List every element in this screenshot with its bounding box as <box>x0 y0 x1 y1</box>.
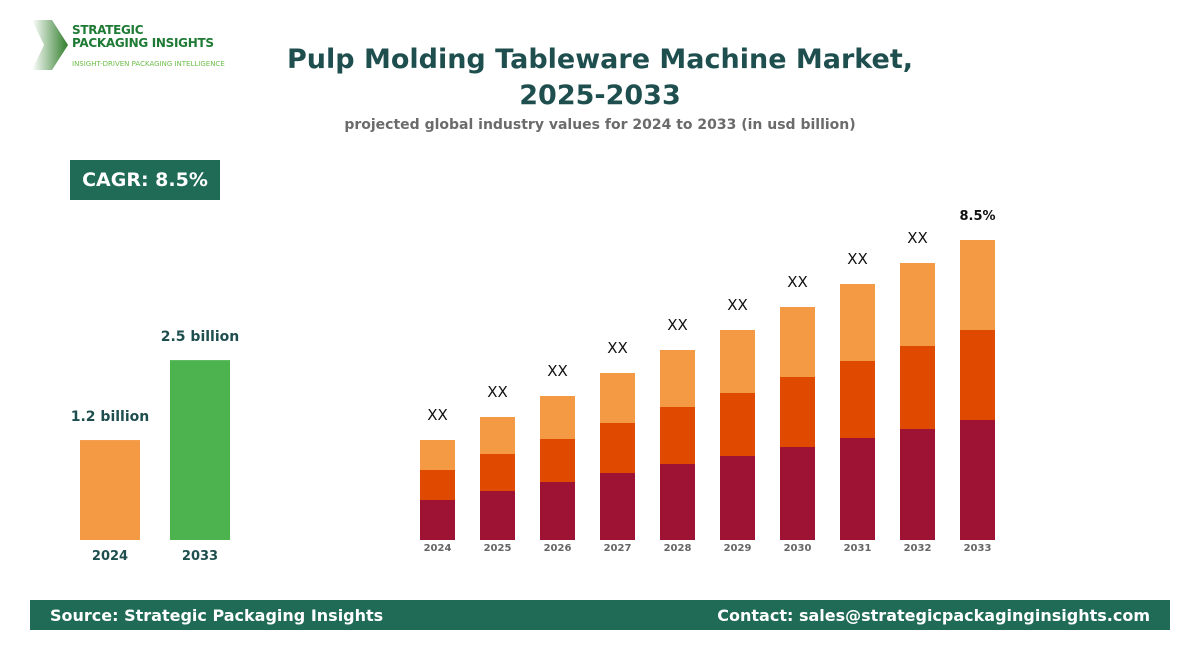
bar-segment-2033-0 <box>960 420 995 540</box>
logo-tagline: INSIGHT-DRIVEN PACKAGING INTELLIGENCE <box>72 60 225 68</box>
bar-segment-2028-1 <box>660 407 695 464</box>
x-tick-label: 2026 <box>544 543 572 554</box>
x-tick-label: 2027 <box>604 543 632 554</box>
data-label: XX <box>607 339 628 357</box>
data-label: 2.5 billion <box>161 329 239 345</box>
data-label: 1.2 billion <box>71 409 149 425</box>
bar-segment-2031-0 <box>840 438 875 540</box>
bar-segment-2030-2 <box>780 307 815 377</box>
logo-name: STRATEGIC PACKAGING INSIGHTS <box>72 23 214 50</box>
x-tick-label: 2033 <box>964 543 992 554</box>
x-tick-label: 2031 <box>844 543 872 554</box>
footer: Source: Strategic Packaging Insights Con… <box>30 600 1170 630</box>
bar-segment-2027-2 <box>600 373 635 423</box>
data-label: XX <box>847 250 868 268</box>
x-tick-label: 2033 <box>182 549 218 564</box>
bar-segment-2026-1 <box>540 439 575 482</box>
data-label: XX <box>427 406 448 424</box>
page-title: Pulp Molding Tableware Machine Market, 20… <box>286 44 914 111</box>
bar-segment-2027-1 <box>600 423 635 473</box>
bar-segment-2031-1 <box>840 361 875 438</box>
data-label: XX <box>667 316 688 334</box>
bar-segment-2026-2 <box>540 396 575 439</box>
bar-segment-2030-1 <box>780 377 815 447</box>
bar-segment-2026-0 <box>540 482 575 540</box>
bar-segment-2029-2 <box>720 330 755 393</box>
bar-segment-2029-1 <box>720 393 755 456</box>
bar-segment-2024-1 <box>420 470 455 500</box>
bar-segment-2027-0 <box>600 473 635 540</box>
bar-segment-2030-0 <box>780 447 815 540</box>
data-label: XX <box>727 296 748 314</box>
bar-segment-2032-2 <box>900 263 935 346</box>
x-tick-label: 2029 <box>724 543 752 554</box>
bar-segment-2024-2 <box>420 440 455 470</box>
bar-2033 <box>170 360 230 540</box>
data-label: XX <box>547 362 568 380</box>
x-tick-label: 2024 <box>424 543 452 554</box>
data-label: XX <box>907 229 928 247</box>
x-tick-label: 2028 <box>664 543 692 554</box>
bar-segment-2025-2 <box>480 417 515 454</box>
x-tick-label: 2030 <box>784 543 812 554</box>
logo-chevron-icon <box>32 20 68 70</box>
bar-2024 <box>80 440 140 540</box>
bar-segment-2033-2 <box>960 240 995 330</box>
data-label: XX <box>787 273 808 291</box>
bar-segment-2028-0 <box>660 464 695 540</box>
bar-segment-2031-2 <box>840 284 875 361</box>
bar-segment-2032-1 <box>900 346 935 429</box>
source-text: Source: Strategic Packaging Insights <box>50 605 384 625</box>
bar-segment-2024-0 <box>420 500 455 540</box>
x-tick-label: 2032 <box>904 543 932 554</box>
bar-segment-2032-0 <box>900 429 935 540</box>
page-subtitle: projected global industry values for 202… <box>344 117 856 133</box>
contact-text[interactable]: Contact: sales@strategicpackaginginsight… <box>717 605 1150 625</box>
x-tick-label: 2025 <box>484 543 512 554</box>
x-tick-label: 2024 <box>92 549 128 564</box>
bar-segment-2025-1 <box>480 454 515 491</box>
logo: STRATEGIC PACKAGING INSIGHTS INSIGHT-DRIV… <box>32 18 232 73</box>
bar-segment-2029-0 <box>720 456 755 540</box>
data-label: 8.5% <box>959 209 995 224</box>
bar-segment-2025-0 <box>480 491 515 540</box>
cagr-badge: CAGR: 8.5% <box>70 160 220 200</box>
stacked-bar-chart: XX 2024 XX 2025 XX 2026 XX 2027 XX 2028 XX 2029 XX 20… <box>420 209 996 554</box>
bar-segment-2028-2 <box>660 350 695 407</box>
summary-bar-chart: 1.2 billion 2024 2.5 billion 2033 <box>71 329 239 564</box>
data-label: XX <box>487 383 508 401</box>
bar-segment-2033-1 <box>960 330 995 420</box>
